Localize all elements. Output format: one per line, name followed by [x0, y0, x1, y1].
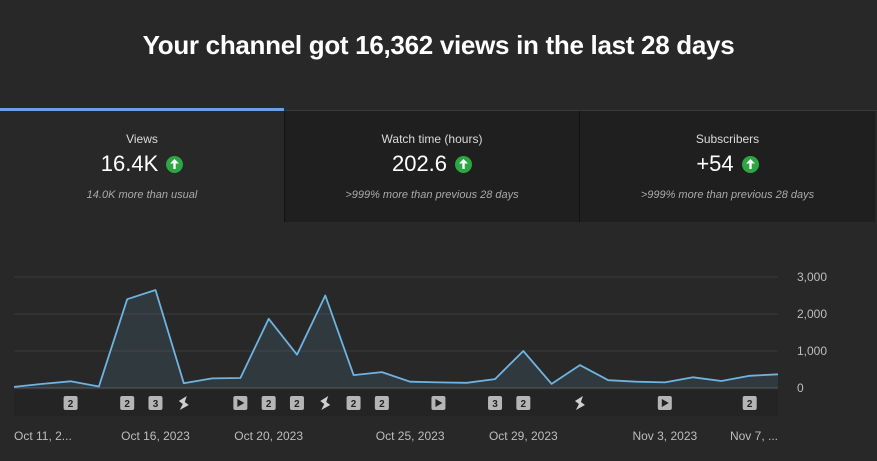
upload-count-marker: [63, 396, 78, 410]
active-tab-indicator: [0, 108, 284, 111]
tab-label: Watch time (hours): [381, 132, 483, 146]
views-area: [14, 290, 778, 388]
marker-band: [14, 390, 778, 416]
tab-watch-time[interactable]: Watch time (hours) 202.6 >999% more than…: [284, 111, 579, 222]
views-series-line: [13, 289, 779, 388]
y-tick-label: 3,000: [797, 270, 827, 284]
tab-comparison: 14.0K more than usual: [86, 189, 198, 201]
y-tick-label: 2,000: [797, 307, 827, 321]
tab-value: 16.4K: [0, 151, 284, 177]
arrow-up-icon: [455, 155, 473, 173]
x-tick-label: Oct 11, 2...: [14, 429, 72, 443]
tab-label: Subscribers: [695, 132, 760, 146]
shorts-icon: [320, 396, 331, 410]
tab-subscribers[interactable]: Subscribers +54 >999% more than previous…: [579, 111, 875, 222]
y-tick-label: 1,000: [797, 344, 827, 358]
upload-count-label: 3: [153, 399, 159, 410]
x-tick-label: Oct 20, 2023: [234, 429, 303, 443]
upload-count-marker: [289, 396, 304, 410]
upload-count-label: 2: [266, 399, 272, 410]
x-tick-label: Nov 7, ...: [730, 429, 778, 443]
arrow-up-icon: [166, 155, 184, 173]
upload-count-label: 3: [492, 399, 498, 410]
upload-count-marker: [346, 396, 361, 410]
upload-count-marker: [261, 396, 276, 410]
upload-count-label: 2: [124, 399, 130, 410]
arrow-up-icon: [741, 155, 759, 173]
upload-count-label: 2: [68, 399, 74, 410]
tab-comparison: >999% more than previous 28 days: [345, 189, 519, 201]
upload-count-label: 2: [351, 399, 357, 410]
shorts-icon: [574, 396, 585, 410]
views-line-chart[interactable]: 3,000 2,000 1,000 0 2 2 3 2 2 2 2 3 2 2 Oct 11, 2... Oc…: [0, 222, 877, 461]
upload-count-label: 2: [379, 399, 385, 410]
shorts-icon: [178, 396, 189, 410]
tab-value-text: 202.6: [391, 151, 448, 176]
metric-tabs: Views 16.4K 14.0K more than usual Watch …: [0, 108, 877, 222]
play-icon: [237, 399, 245, 407]
upload-count-marker: [374, 396, 389, 410]
upload-count-label: 2: [747, 399, 753, 410]
x-tick-label: Oct 25, 2023: [376, 429, 445, 443]
upload-count-marker: [742, 396, 757, 410]
tab-value: 202.6: [285, 151, 579, 177]
upload-count-marker: [148, 396, 163, 410]
x-tick-label: Oct 29, 2023: [489, 429, 558, 443]
tab-value: +54: [580, 151, 875, 177]
upload-count-label: 2: [294, 399, 300, 410]
tab-value-text: 16.4K: [100, 151, 159, 176]
upload-count-marker: [516, 396, 531, 410]
upload-count-marker: [120, 396, 135, 410]
divider: [0, 110, 877, 111]
x-tick-label: Nov 3, 2023: [632, 429, 697, 443]
upload-count-label: 2: [521, 399, 527, 410]
tab-views[interactable]: Views 16.4K 14.0K more than usual: [0, 108, 284, 222]
x-tick-label: Oct 16, 2023: [121, 429, 190, 443]
y-tick-label: 0: [797, 381, 804, 395]
play-icon: [435, 399, 443, 407]
page-headline: Your channel got 16,362 views in the las…: [142, 30, 735, 60]
tab-value-text: +54: [696, 151, 734, 176]
play-icon: [661, 399, 669, 407]
tab-comparison: >999% more than previous 28 days: [640, 189, 815, 201]
upload-count-marker: [488, 396, 503, 410]
tab-label: Views: [126, 132, 158, 146]
